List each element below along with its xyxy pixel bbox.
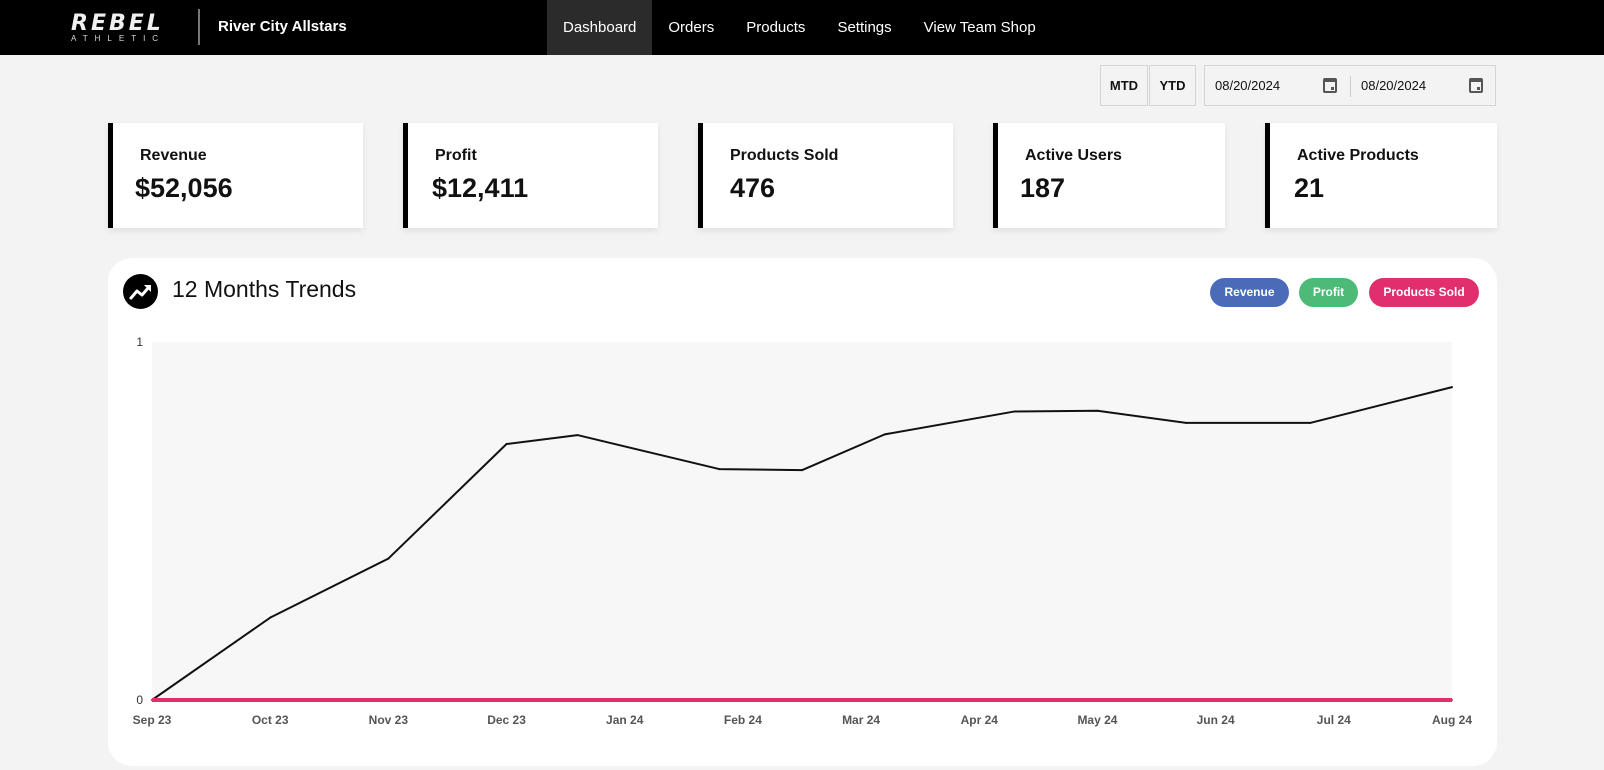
brand-divider [198, 9, 200, 45]
stat-card-active-products: Active Products 21 [1265, 123, 1497, 228]
ytd-button[interactable]: YTD [1149, 65, 1196, 106]
series-0-point [801, 469, 803, 472]
series-0-point [883, 433, 886, 436]
x-tick-label: Aug 24 [1432, 713, 1472, 727]
stat-card-revenue: Revenue $52,056 [108, 123, 363, 228]
x-tick-label: Dec 23 [487, 713, 526, 727]
series-0-point [505, 443, 508, 446]
series-0-point [1096, 409, 1099, 412]
stat-label: Active Products [1297, 147, 1419, 164]
x-tick-label: Apr 24 [961, 713, 999, 727]
x-tick-label: Feb 24 [724, 713, 762, 727]
mtd-button[interactable]: MTD [1100, 65, 1148, 106]
series-0-point [387, 557, 390, 560]
calendar-icon[interactable] [1469, 78, 1483, 93]
calendar-icon[interactable] [1323, 78, 1337, 93]
stat-value: 476 [730, 173, 776, 203]
x-tick-label: Jan 24 [606, 713, 644, 727]
stat-value: 21 [1294, 173, 1325, 203]
nav-item-products[interactable]: Products [746, 19, 806, 36]
series-0-point [718, 468, 721, 471]
series-0-point [1309, 421, 1312, 424]
nav-item-orders[interactable]: Orders [668, 19, 715, 36]
date-range-picker: 08/20/2024 08/20/2024 [1204, 65, 1496, 106]
series-1-point [151, 699, 153, 701]
nav-item-view-team-shop[interactable]: View Team Shop [923, 19, 1036, 36]
x-tick-label: Mar 24 [842, 713, 880, 727]
plot-area [152, 342, 1452, 700]
stat-value: $52,056 [135, 173, 233, 203]
date-range-separator [1350, 76, 1351, 97]
rebel-athletic-logo[interactable]: REBEL ATHLETIC [71, 11, 181, 43]
team-name: River City Allstars [218, 18, 347, 35]
series-0-point [576, 434, 579, 437]
stat-label: Active Users [1025, 147, 1122, 164]
x-tick-label: May 24 [1077, 713, 1117, 727]
stat-label: Products Sold [730, 147, 839, 164]
stat-card-profit: Profit $12,411 [403, 123, 658, 228]
stat-value: 187 [1020, 173, 1066, 203]
series-0-point [1451, 386, 1453, 389]
series-0-point [1185, 421, 1188, 424]
legend-toggle-revenue[interactable]: Revenue [1210, 278, 1289, 307]
y-tick-label: 0 [136, 693, 143, 707]
panel-title: 12 Months Trends [172, 276, 357, 302]
stat-value: $12,411 [432, 173, 529, 203]
series-0-point [1013, 410, 1016, 413]
series-1-point [1451, 699, 1453, 701]
trending-up-icon [123, 274, 158, 309]
end-date-input[interactable]: 08/20/2024 [1361, 78, 1427, 93]
legend-toggle-profit[interactable]: Profit [1299, 278, 1358, 307]
x-tick-label: Sep 23 [133, 713, 172, 727]
series-0-point [269, 616, 272, 619]
main-nav: Dashboard Orders Products Settings View … [547, 0, 1052, 55]
y-tick-label: 1 [136, 335, 143, 349]
nav-item-settings[interactable]: Settings [837, 19, 892, 36]
stat-label: Profit [435, 147, 477, 164]
start-date-input[interactable]: 08/20/2024 [1215, 78, 1281, 93]
legend-toggle-products-sold[interactable]: Products Sold [1369, 278, 1479, 307]
stat-label: Revenue [140, 147, 207, 164]
x-tick-label: Nov 23 [369, 713, 409, 727]
x-tick-label: Jul 24 [1317, 713, 1351, 727]
stat-card-products-sold: Products Sold 476 [698, 123, 953, 228]
logo-wordmark: REBEL [71, 11, 164, 36]
logo-subtitle: ATHLETIC [71, 34, 166, 43]
stat-card-active-users: Active Users 187 [993, 123, 1225, 228]
x-tick-label: Jun 24 [1197, 713, 1235, 727]
x-tick-label: Oct 23 [252, 713, 289, 727]
top-navigation-bar: REBEL ATHLETIC River City Allstars Dashb… [0, 0, 1604, 55]
nav-item-dashboard[interactable]: Dashboard [547, 0, 653, 55]
